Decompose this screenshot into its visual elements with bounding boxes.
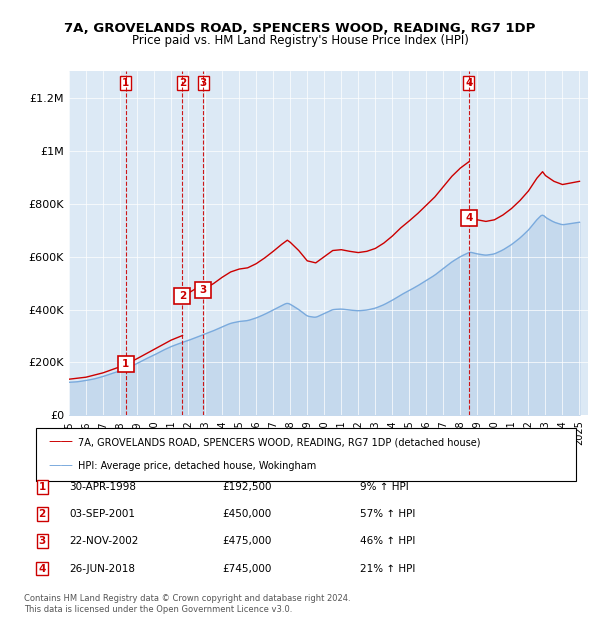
Text: 46% ↑ HPI: 46% ↑ HPI (360, 536, 415, 546)
Text: 1: 1 (122, 78, 129, 88)
Text: 2: 2 (179, 291, 186, 301)
Text: 3: 3 (38, 536, 46, 546)
Text: 1: 1 (122, 360, 129, 370)
Text: 4: 4 (465, 78, 472, 88)
Text: 7A, GROVELANDS ROAD, SPENCERS WOOD, READING, RG7 1DP: 7A, GROVELANDS ROAD, SPENCERS WOOD, READ… (64, 22, 536, 35)
Text: £192,500: £192,500 (222, 482, 271, 492)
Text: 3: 3 (200, 285, 207, 294)
Text: Contains HM Land Registry data © Crown copyright and database right 2024.: Contains HM Land Registry data © Crown c… (24, 593, 350, 603)
Text: HPI: Average price, detached house, Wokingham: HPI: Average price, detached house, Woki… (78, 461, 316, 471)
Text: ——: —— (48, 435, 73, 448)
Text: 2: 2 (38, 509, 46, 519)
Text: This data is licensed under the Open Government Licence v3.0.: This data is licensed under the Open Gov… (24, 604, 292, 614)
Text: £450,000: £450,000 (222, 509, 271, 519)
Text: 4: 4 (465, 213, 472, 223)
Text: 26-JUN-2018: 26-JUN-2018 (69, 564, 135, 574)
Text: 57% ↑ HPI: 57% ↑ HPI (360, 509, 415, 519)
Text: 3: 3 (200, 78, 207, 88)
Text: Price paid vs. HM Land Registry's House Price Index (HPI): Price paid vs. HM Land Registry's House … (131, 34, 469, 47)
Text: 30-APR-1998: 30-APR-1998 (69, 482, 136, 492)
Text: 4: 4 (38, 564, 46, 574)
Text: 21% ↑ HPI: 21% ↑ HPI (360, 564, 415, 574)
Text: 2: 2 (179, 78, 186, 88)
Text: 1: 1 (38, 482, 46, 492)
Text: ——: —— (48, 459, 73, 472)
Text: £475,000: £475,000 (222, 536, 271, 546)
Text: £745,000: £745,000 (222, 564, 271, 574)
Text: 9% ↑ HPI: 9% ↑ HPI (360, 482, 409, 492)
Text: 7A, GROVELANDS ROAD, SPENCERS WOOD, READING, RG7 1DP (detached house): 7A, GROVELANDS ROAD, SPENCERS WOOD, READ… (78, 437, 481, 447)
Text: 03-SEP-2001: 03-SEP-2001 (69, 509, 135, 519)
Text: 22-NOV-2002: 22-NOV-2002 (69, 536, 139, 546)
